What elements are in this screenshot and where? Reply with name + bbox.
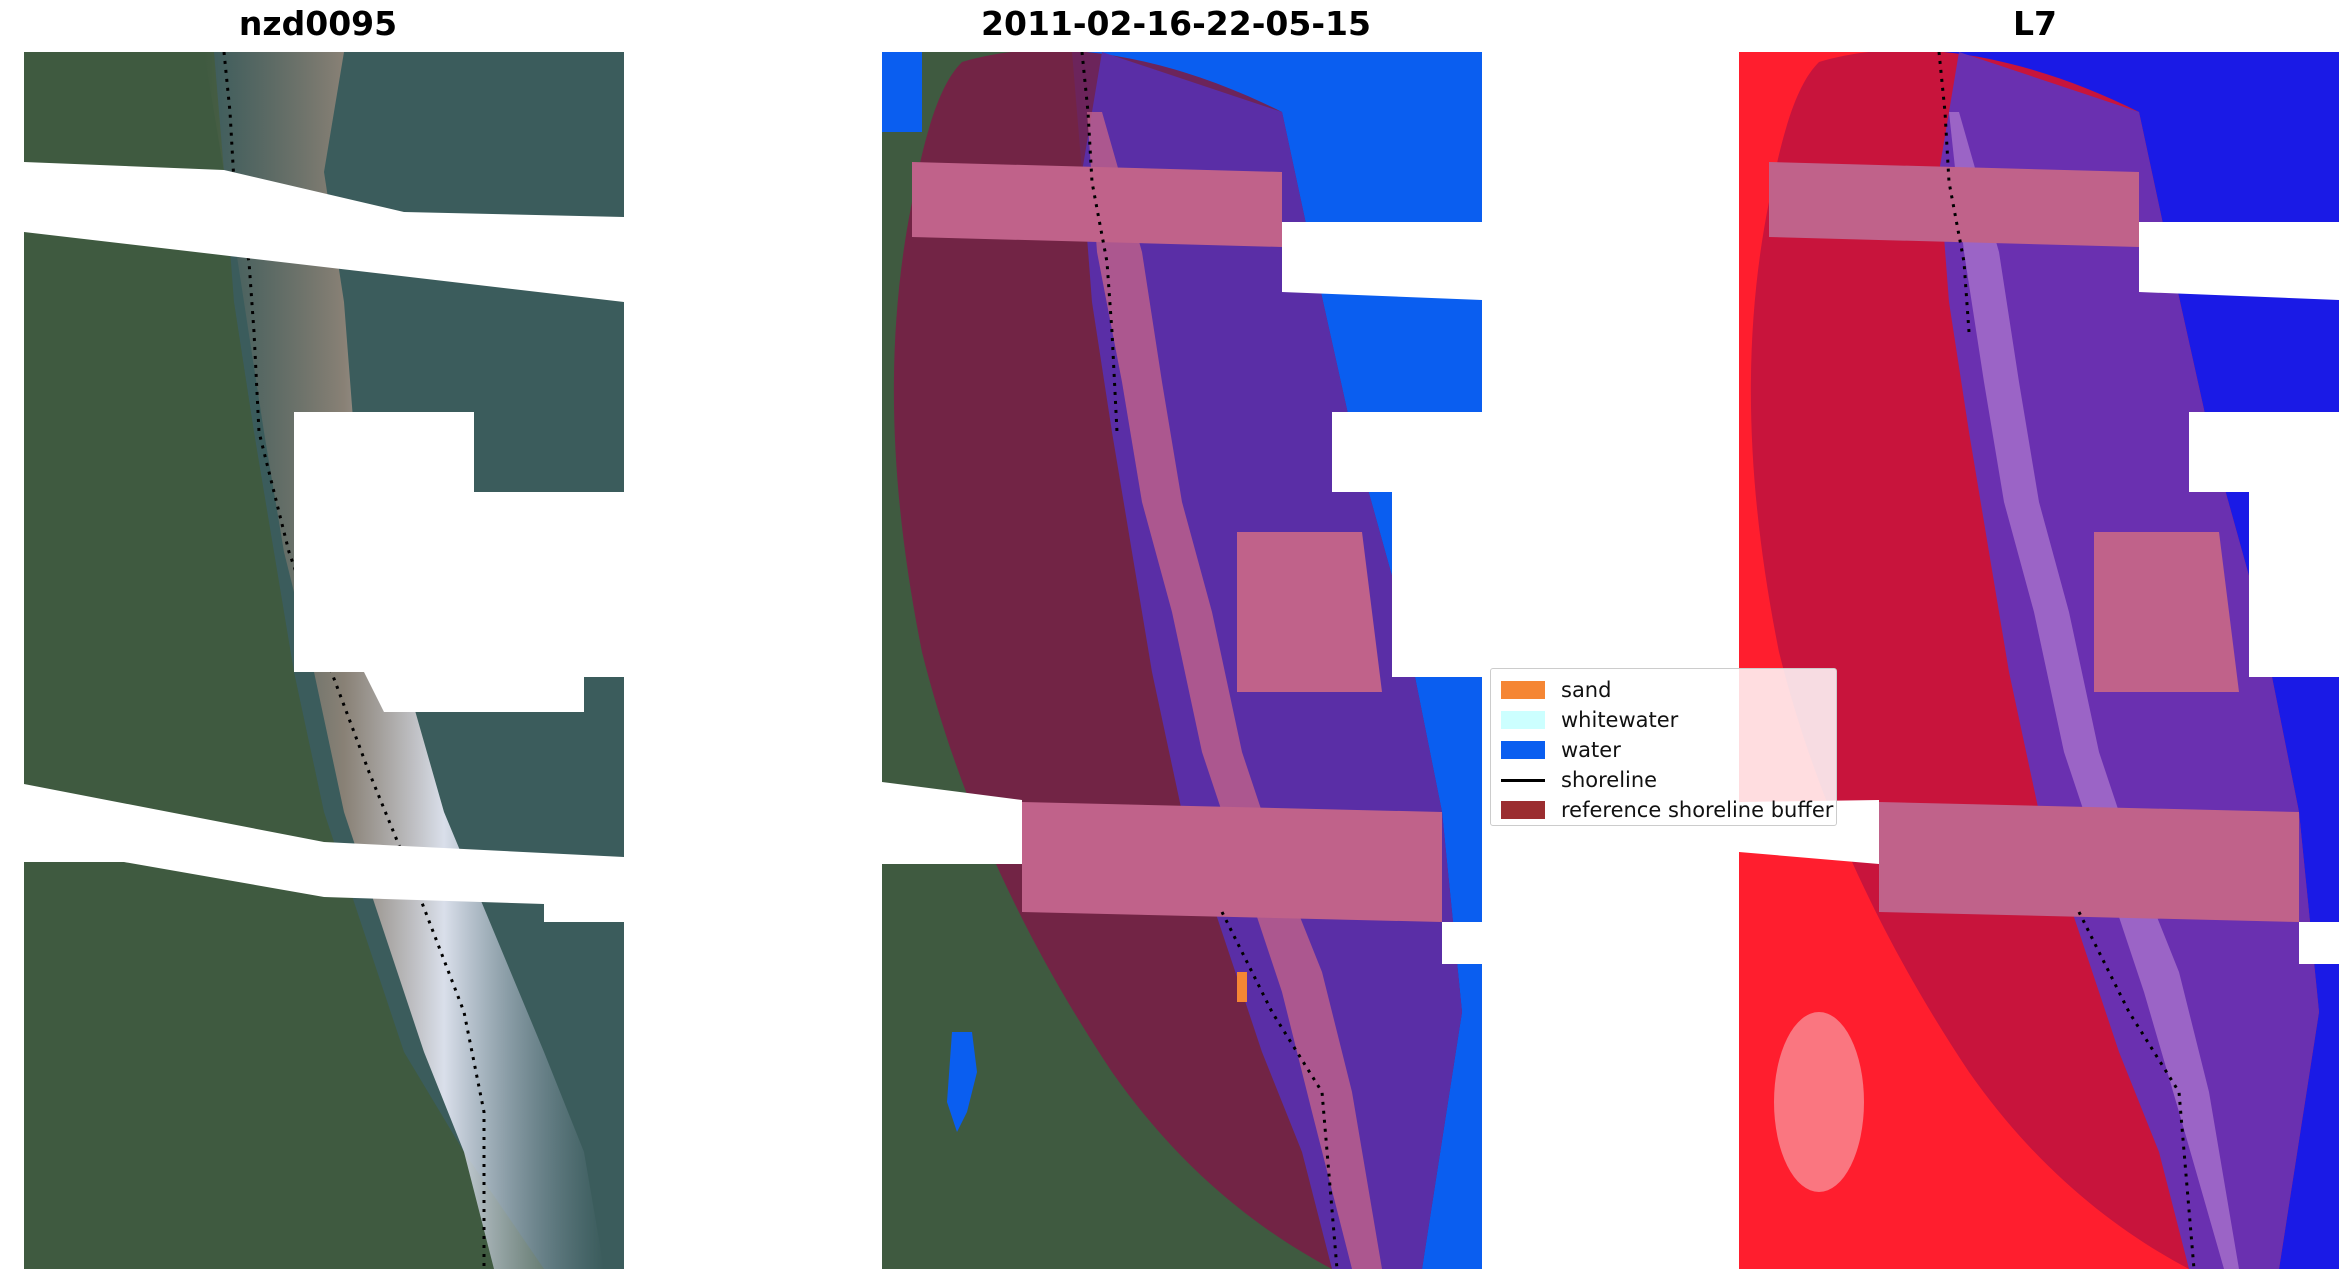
legend-label-shoreline: shoreline (1561, 768, 1658, 792)
legend-label-sand: sand (1561, 678, 1612, 702)
legend-item-shoreline: shoreline (1501, 767, 1657, 793)
whitewater-swatch (1501, 711, 1545, 729)
legend-item-reference-buffer: reference shoreline buffer (1501, 797, 1833, 823)
legend-label-water: water (1561, 738, 1621, 762)
classification-panel (882, 52, 1482, 1269)
legend-label-reference-buffer: reference shoreline buffer (1561, 798, 1834, 822)
middle-panel-title: 2011-02-16-22-05-15 (981, 4, 1371, 43)
sand-swatch (1501, 681, 1545, 699)
legend-item-sand: sand (1501, 677, 1611, 703)
legend-item-whitewater: whitewater (1501, 707, 1678, 733)
right-panel-title: L7 (2013, 4, 2057, 43)
shoreline-swatch (1501, 778, 1545, 782)
rgb-image (24, 52, 624, 1269)
legend: sand whitewater water shoreline referenc… (1490, 668, 1837, 826)
legend-item-water: water (1501, 737, 1621, 763)
water-swatch (1501, 741, 1545, 759)
left-panel-title: nzd0095 (238, 4, 398, 43)
reference-buffer-swatch (1501, 801, 1545, 819)
rgb-image-panel (24, 52, 624, 1269)
l7-panel (1739, 52, 2339, 1269)
l7-image (1739, 52, 2339, 1269)
legend-label-whitewater: whitewater (1561, 708, 1679, 732)
classification-image (882, 52, 1482, 1269)
